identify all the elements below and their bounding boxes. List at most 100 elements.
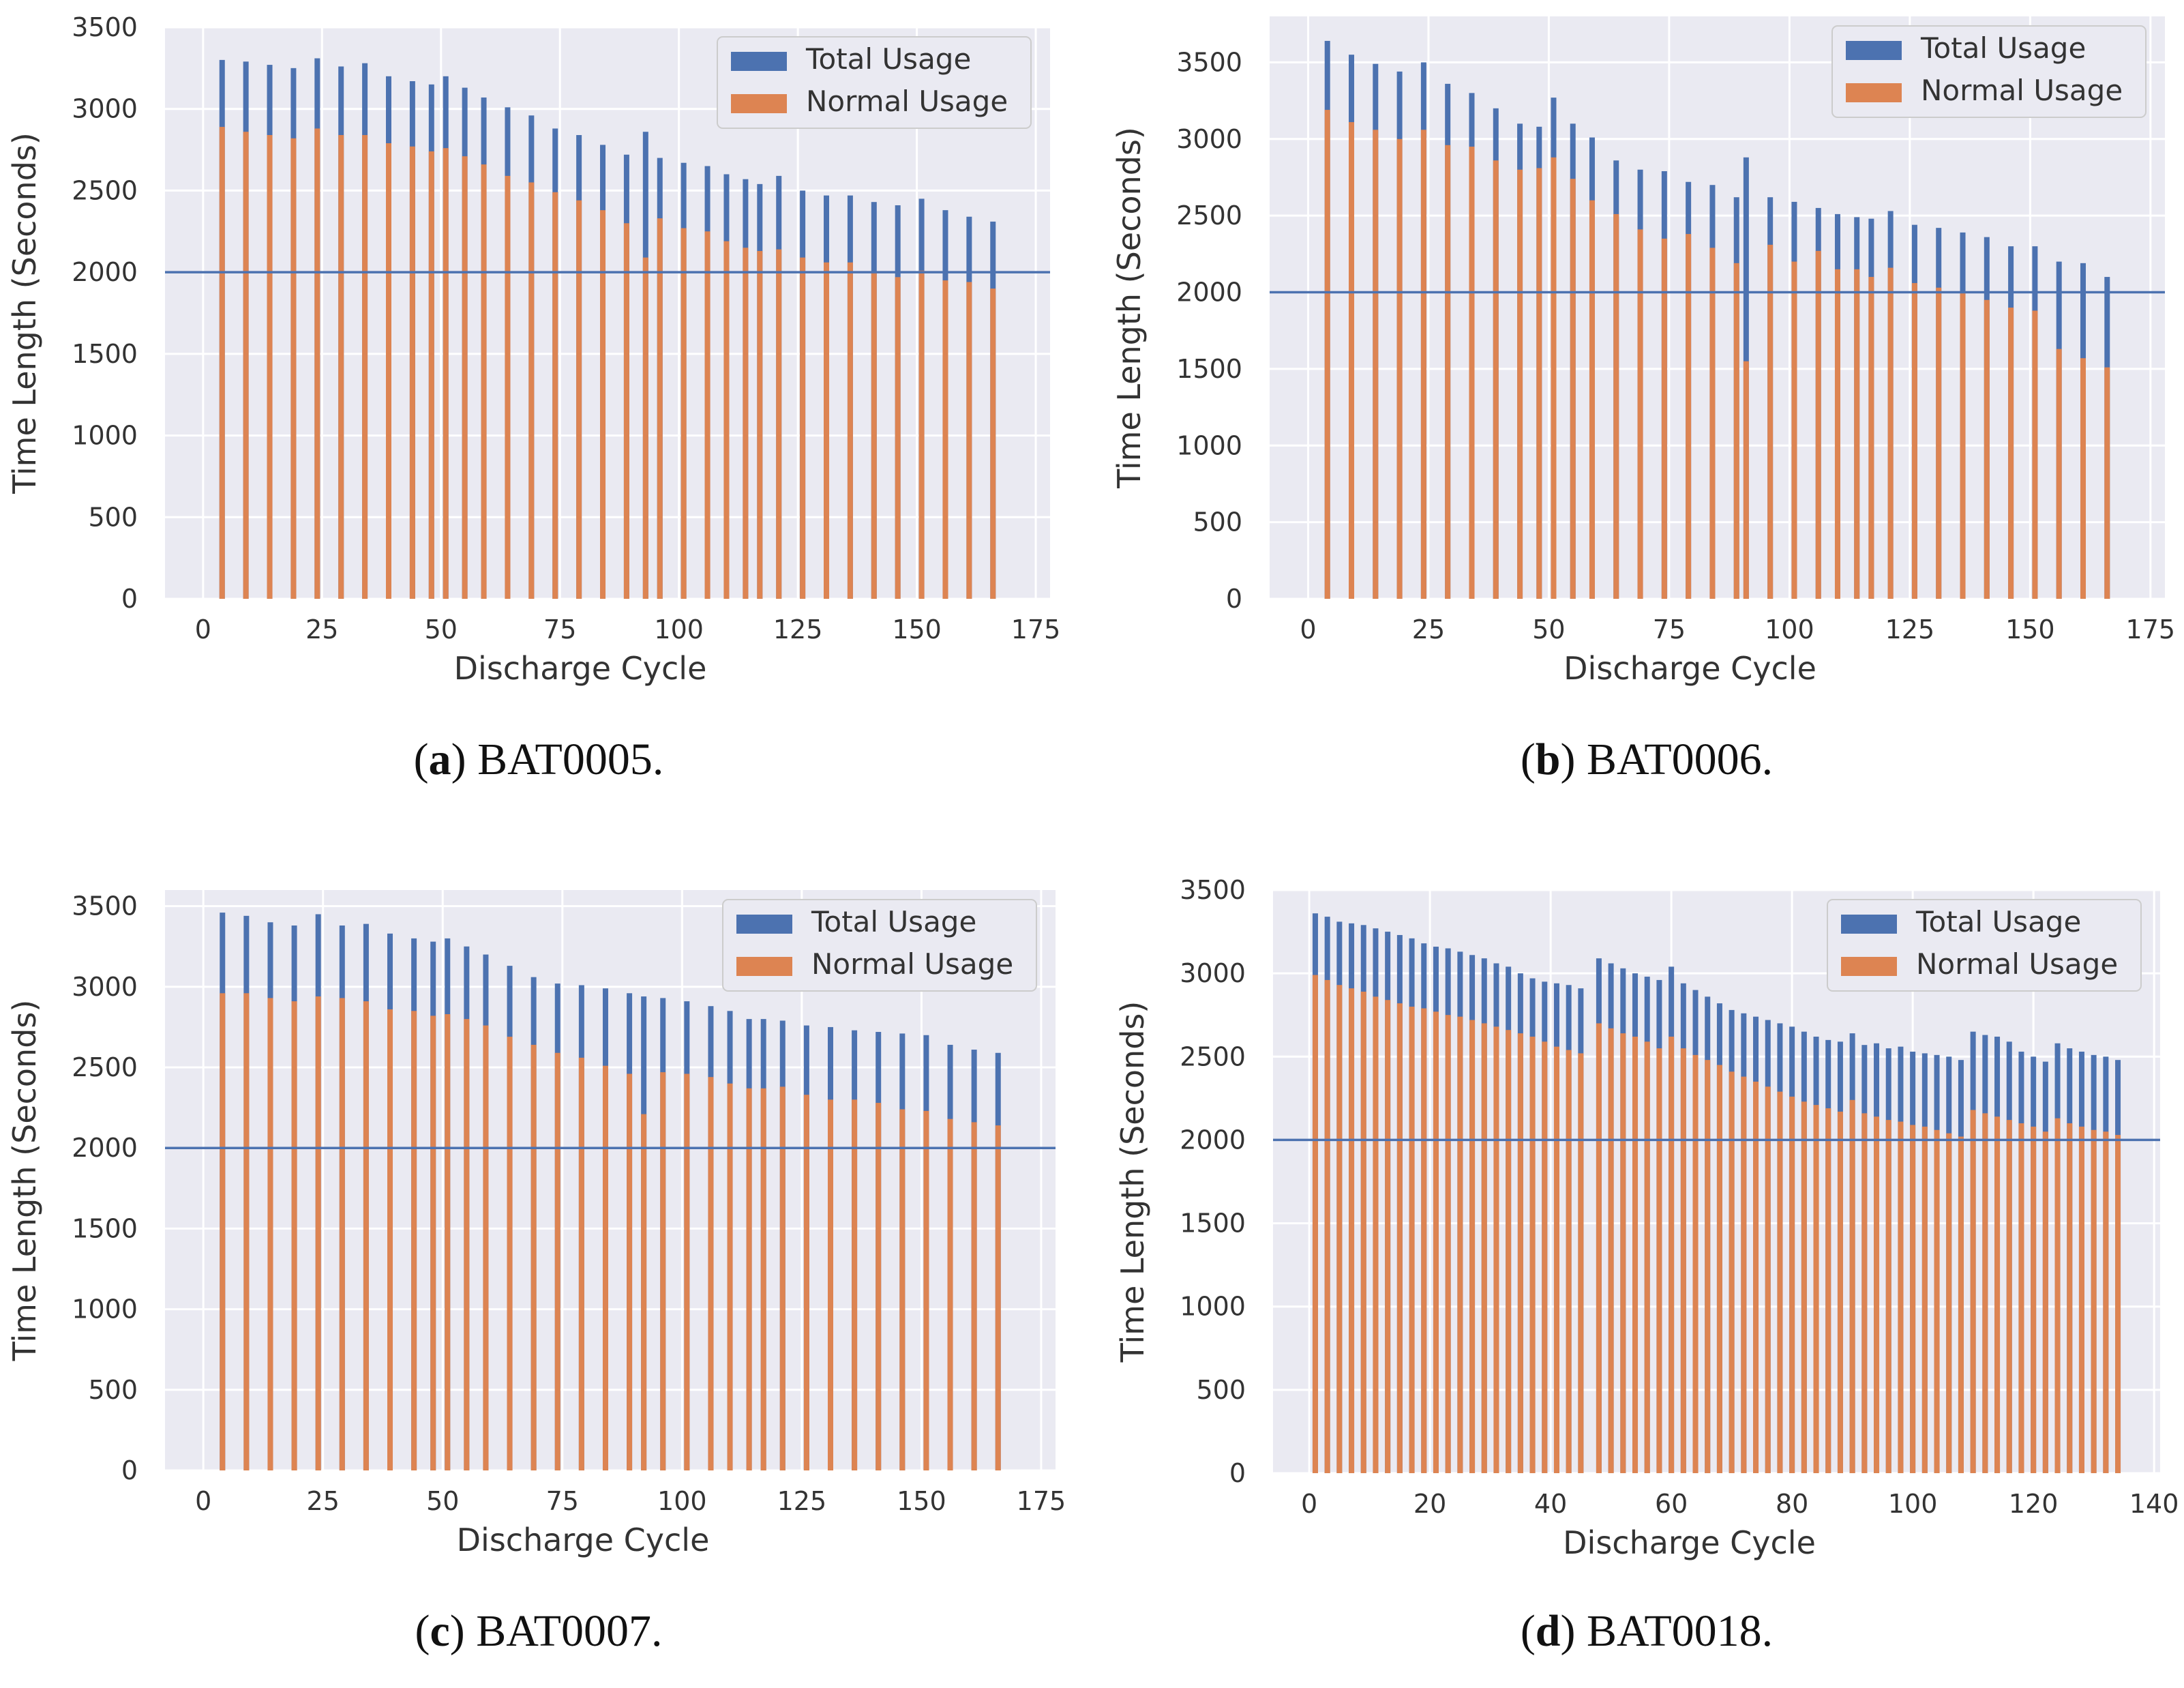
caption-letter: c: [430, 1606, 450, 1656]
bar-normal-usage: [2091, 1129, 2097, 1473]
bar-normal-usage: [1349, 122, 1355, 599]
bar-normal-usage: [1868, 277, 1874, 599]
bar-normal-usage: [464, 1019, 470, 1470]
bar-normal-usage: [481, 164, 487, 599]
bar-normal-usage: [2032, 310, 2038, 599]
caption-open: (: [414, 735, 429, 784]
bar-normal-usage: [1709, 248, 1716, 599]
legend-label: Normal Usage: [811, 947, 1013, 981]
x-tick-label: 140: [2129, 1489, 2179, 1519]
bar-normal-usage: [409, 146, 415, 599]
y-tick-label: 2500: [72, 1052, 138, 1082]
x-tick-label: 100: [657, 1486, 707, 1516]
bar-normal-usage: [2018, 1123, 2024, 1473]
x-tick-label: 175: [1011, 615, 1061, 645]
legend-box: [1831, 25, 2146, 118]
chart-panel-a: 0 25 50 75 100 125 150 175 0 500 1000 1500 2000 2500 3…: [6, 12, 1060, 784]
bar-normal-usage: [1801, 1101, 1807, 1473]
bar-normal-usage: [219, 127, 225, 599]
bar-normal-usage: [1517, 1033, 1523, 1473]
bar-normal-usage: [684, 1073, 690, 1470]
bar-normal-usage: [483, 1025, 489, 1470]
bar-normal-usage: [1632, 1036, 1639, 1473]
bar-normal-usage: [430, 1016, 436, 1470]
bar-normal-usage: [445, 1014, 451, 1470]
caption-text: BAT0006.: [1587, 735, 1773, 784]
bar-normal-usage: [1960, 292, 1966, 599]
caption-letter: d: [1536, 1606, 1561, 1656]
bar-normal-usage: [847, 262, 853, 599]
bar-normal-usage: [746, 1088, 752, 1470]
x-tick-label: 25: [307, 1486, 340, 1516]
bar-normal-usage: [1596, 1023, 1602, 1473]
y-tick-label: 3500: [1176, 47, 1242, 77]
bar-normal-usage: [1958, 1136, 1964, 1473]
legend: Total Usage Normal Usage: [717, 36, 1032, 129]
bar-normal-usage: [1324, 110, 1330, 599]
y-tick-label: 0: [1229, 1458, 1246, 1488]
bar-normal-usage: [1578, 1053, 1584, 1473]
bar-normal-usage: [743, 248, 749, 599]
y-tick-label: 500: [88, 1375, 138, 1405]
bar-normal-usage: [824, 262, 830, 599]
bar-normal-usage: [776, 249, 782, 599]
bar-normal-usage: [1589, 200, 1595, 599]
bar-normal-usage: [1570, 179, 1576, 599]
bar-normal-usage: [727, 1083, 733, 1470]
caption-close: ): [451, 735, 477, 784]
bar-normal-usage: [1970, 1110, 1976, 1473]
bar-normal-usage: [871, 272, 877, 599]
x-tick-label: 40: [1534, 1489, 1567, 1519]
bar-normal-usage: [803, 1095, 809, 1470]
legend-swatch-total: [1841, 915, 1897, 934]
bar-normal-usage: [363, 1001, 369, 1470]
bar-normal-usage: [2006, 1120, 2012, 1473]
bar-normal-usage: [800, 257, 806, 599]
bar-normal-usage: [552, 192, 558, 599]
bar-normal-usage: [1349, 988, 1355, 1473]
y-tick-label: 1500: [1180, 1209, 1246, 1239]
bar-normal-usage: [411, 1011, 417, 1470]
bar-normal-usage: [243, 132, 249, 599]
bar-normal-usage: [1692, 1054, 1699, 1473]
bar-normal-usage: [2103, 1131, 2109, 1473]
bar-normal-usage: [362, 135, 368, 599]
legend-box: [1827, 899, 2142, 992]
bar-normal-usage: [2054, 1118, 2061, 1473]
x-axis-label: Discharge Cycle: [1564, 650, 1816, 687]
legend-label: Normal Usage: [806, 85, 1008, 118]
bar-normal-usage: [1669, 1036, 1675, 1473]
bar-normal-usage: [1753, 1081, 1759, 1473]
bar-normal-usage: [1982, 1113, 1988, 1473]
caption-open: (: [1521, 1606, 1536, 1656]
x-tick-label: 125: [1885, 615, 1935, 645]
y-tick-label: 1500: [72, 339, 138, 369]
bar-normal-usage: [1946, 1133, 1952, 1473]
bar-normal-usage: [1861, 1113, 1868, 1473]
bar-normal-usage: [1834, 269, 1840, 599]
x-tick-label: 50: [1532, 615, 1565, 645]
bar-normal-usage: [918, 270, 925, 599]
bar-normal-usage: [827, 1099, 833, 1470]
bar-normal-usage: [1385, 1000, 1391, 1473]
legend: Total Usage Normal Usage: [1831, 25, 2146, 118]
bar-normal-usage: [1910, 1125, 1916, 1473]
bar-normal-usage: [462, 156, 468, 599]
y-tick-label: 2000: [1180, 1125, 1246, 1155]
bar-normal-usage: [660, 1072, 666, 1470]
legend-label: Total Usage: [805, 42, 971, 76]
caption-text: BAT0018.: [1587, 1606, 1773, 1656]
y-tick-label: 1500: [72, 1213, 138, 1243]
bar-normal-usage: [2067, 1123, 2073, 1473]
bar-normal-usage: [1934, 1129, 1940, 1473]
bar-normal-usage: [923, 1110, 929, 1470]
y-axis-label: Time Length (Seconds): [1111, 127, 1148, 489]
bar-normal-usage: [600, 210, 606, 599]
bar-normal-usage: [1409, 1007, 1415, 1473]
bar-normal-usage: [507, 1037, 513, 1470]
bar-normal-usage: [339, 998, 345, 1470]
y-tick-label: 3000: [72, 94, 138, 124]
x-tick-label: 0: [1301, 1489, 1317, 1519]
bar-normal-usage: [1566, 1050, 1572, 1473]
y-tick-label: 2500: [1180, 1041, 1246, 1071]
